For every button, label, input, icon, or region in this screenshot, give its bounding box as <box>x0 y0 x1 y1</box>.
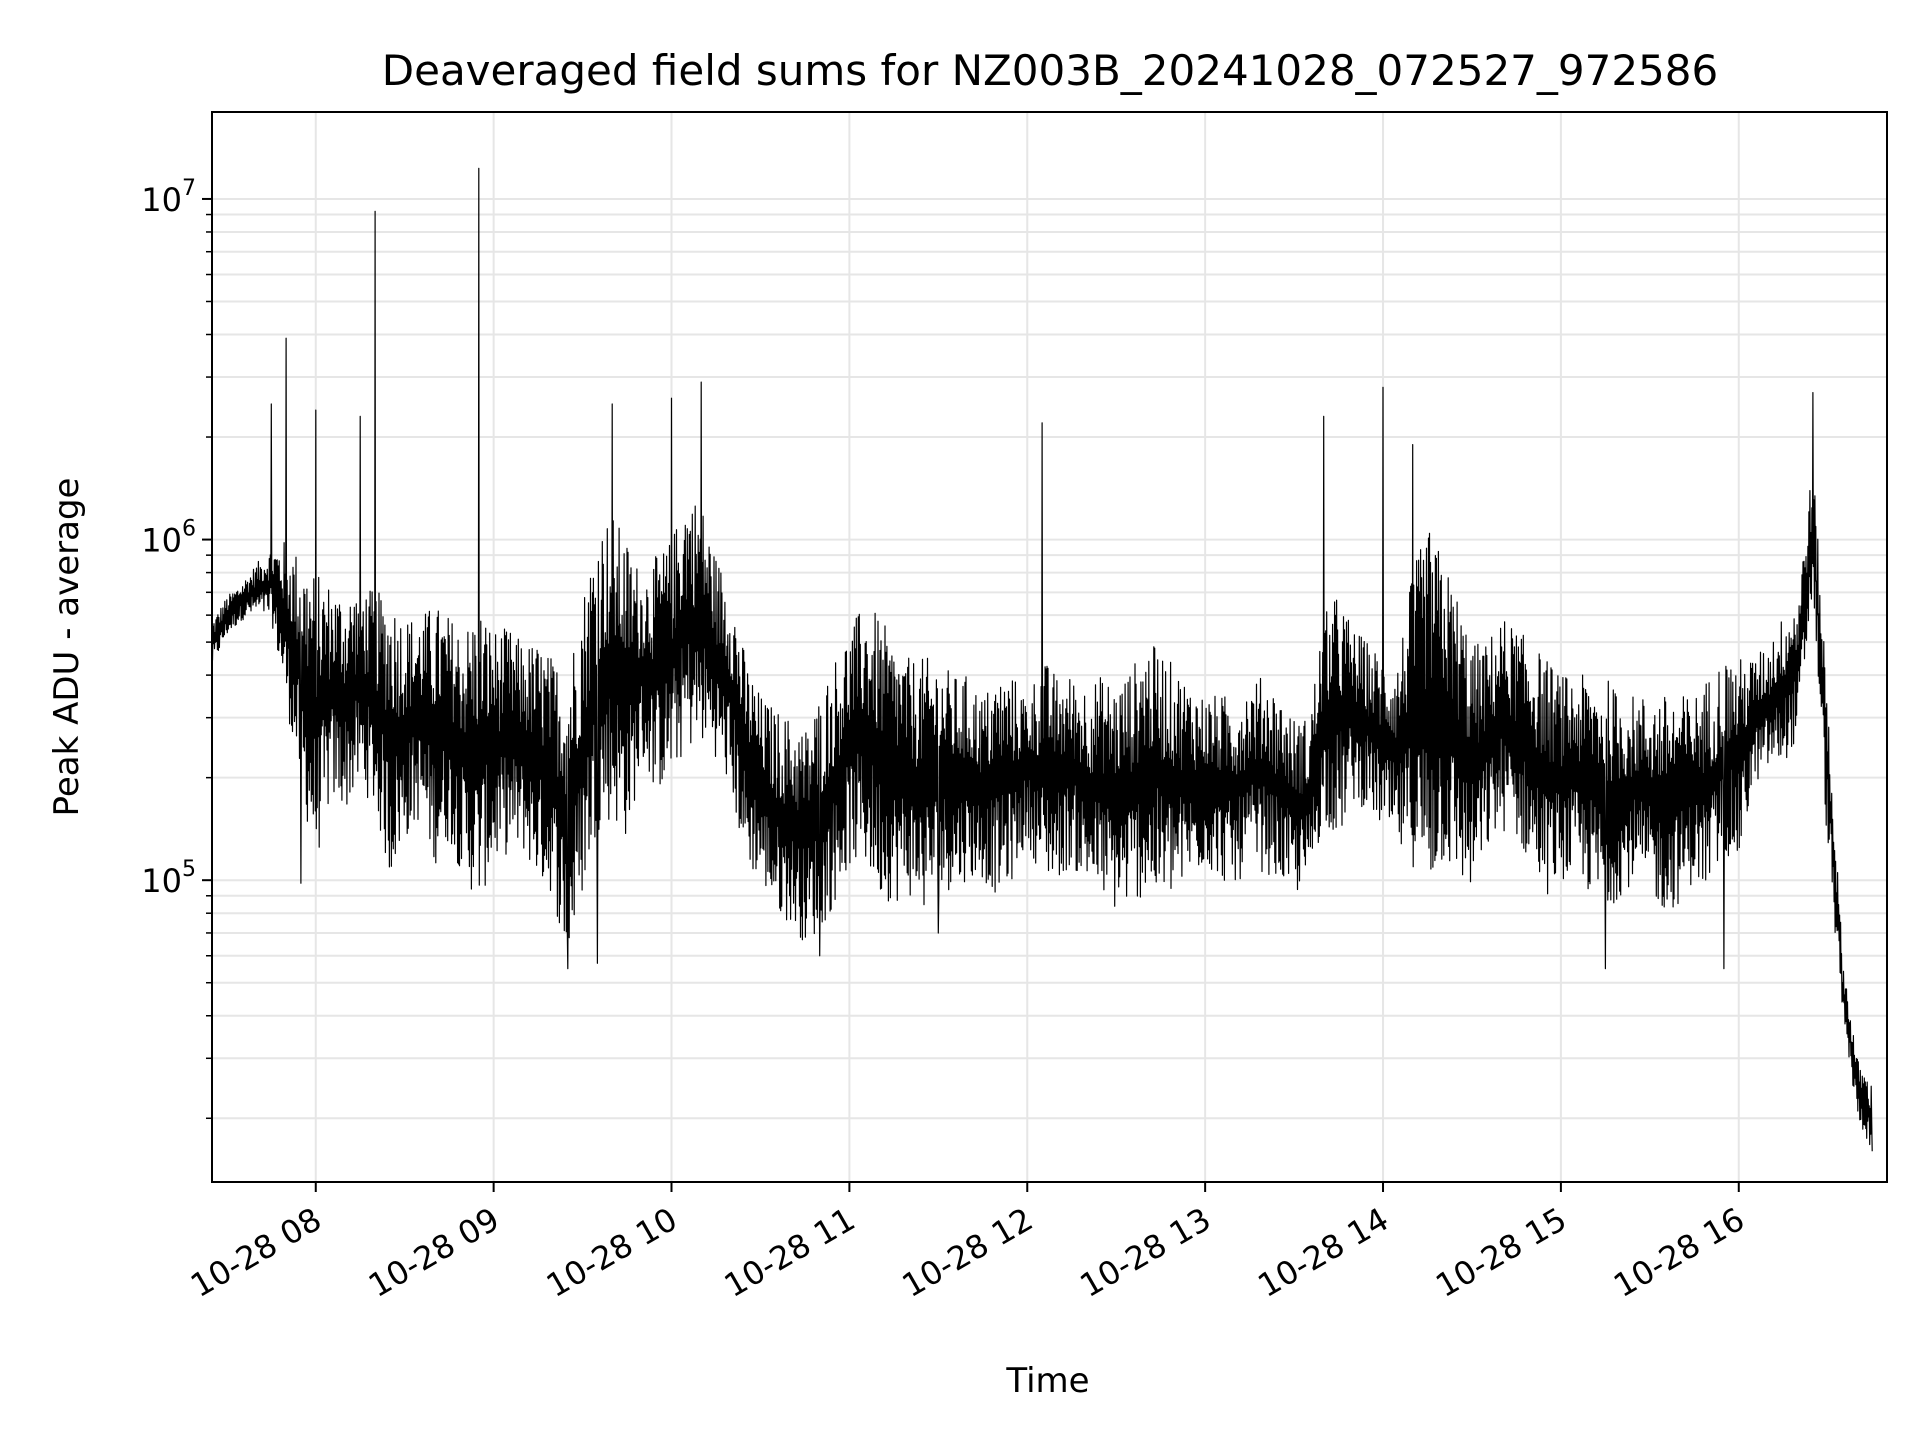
y-tick-label-base: 10 <box>141 181 182 219</box>
data-layer <box>211 167 1873 1152</box>
x-axis-label: Time <box>1005 1361 1089 1401</box>
y-tick-label: 106 <box>141 517 196 560</box>
y-tick-label-base: 10 <box>141 522 182 560</box>
y-tick-label-exponent: 5 <box>182 857 196 882</box>
chart-title: Deaveraged field sums for NZ003B_2024102… <box>382 46 1718 95</box>
y-tick-label: 105 <box>141 857 196 900</box>
y-tick-label-exponent: 7 <box>182 176 196 201</box>
data-series-line <box>211 167 1873 1152</box>
y-tick-label: 107 <box>141 176 196 219</box>
y-axis-label: Peak ADU - average <box>47 478 87 817</box>
plot-frame <box>211 111 1888 1183</box>
y-tick-label-base: 10 <box>141 862 182 900</box>
y-tick-label-exponent: 6 <box>182 517 196 542</box>
